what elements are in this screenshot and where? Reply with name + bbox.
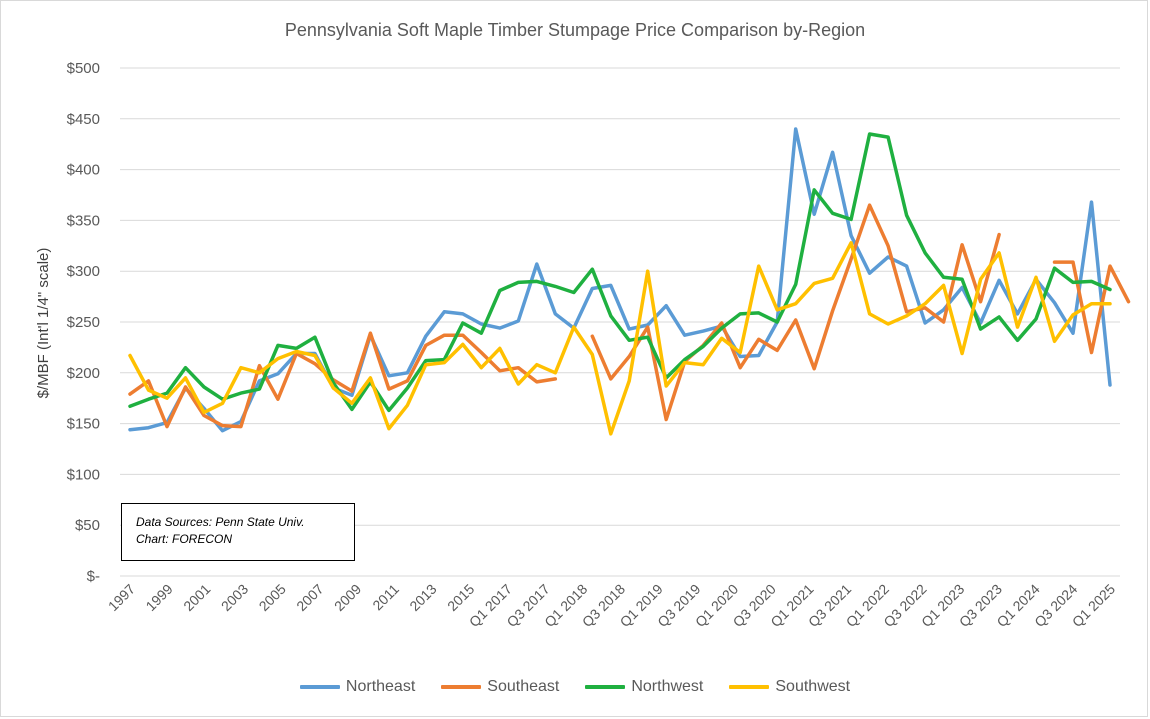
x-tick-label: 1997 xyxy=(105,581,138,614)
legend-swatch xyxy=(729,685,770,689)
y-tick-label: $500 xyxy=(67,60,100,77)
legend-swatch xyxy=(299,685,340,689)
y-tick-label: $250 xyxy=(67,314,100,331)
y-axis-ticks: $- $50 $100 $150 $200 $250 $300 $350 $400 $450 $50… xyxy=(67,60,100,585)
y-tick-label: $- xyxy=(87,568,100,585)
x-tick-label: 1999 xyxy=(142,581,175,614)
legend: Northeast Southeast Northwest Southwest xyxy=(0,678,1150,696)
legend-swatch xyxy=(441,685,482,689)
y-tick-label: $350 xyxy=(67,212,100,229)
note-line-chart: Chart: FORECON xyxy=(136,532,233,546)
series-lines xyxy=(128,127,1131,436)
series-line-southeast xyxy=(128,203,1131,429)
gridlines xyxy=(120,67,1120,577)
x-axis-ticks: 1997 1999 2001 2003 2005 2007 2009 2011 2013 2015… xyxy=(105,581,1118,630)
legend-label: Northeast xyxy=(345,678,416,695)
series-line-southwest xyxy=(128,241,1112,436)
legend-label: Northwest xyxy=(631,678,704,695)
legend-label: Southwest xyxy=(775,678,851,695)
y-tick-label: $100 xyxy=(67,466,100,483)
legend-item-northeast: Northeast xyxy=(299,678,416,696)
y-tick-label: $150 xyxy=(67,416,100,433)
y-tick-label: $50 xyxy=(75,517,100,534)
x-tick-label: 2001 xyxy=(180,581,213,614)
legend-item-southeast: Southeast xyxy=(441,678,559,696)
y-tick-label: $400 xyxy=(67,162,100,179)
x-tick-label: 2015 xyxy=(444,581,477,614)
x-tick-label: 2011 xyxy=(369,581,402,614)
note-line-sources: Data Sources: Penn State Univ. xyxy=(136,515,305,529)
y-tick-label: $300 xyxy=(67,263,100,280)
x-tick-label: 2009 xyxy=(331,581,364,614)
legend-item-northwest: Northwest xyxy=(585,678,703,696)
x-tick-label: 2003 xyxy=(218,581,251,614)
data-source-note: Data Sources: Penn State Univ. Chart: FO… xyxy=(121,503,355,561)
x-tick-label: 2005 xyxy=(256,581,289,614)
x-tick-label: 2007 xyxy=(293,581,326,614)
chart-title: Pennsylvania Soft Maple Timber Stumpage … xyxy=(284,20,866,40)
y-tick-label: $200 xyxy=(67,365,100,382)
series-line-northwest xyxy=(128,132,1112,413)
legend-label: Southeast xyxy=(487,678,560,695)
legend-item-southwest: Southwest xyxy=(729,678,850,696)
y-axis-label: $/MBF (Int'l 1/4" scale) xyxy=(35,248,52,399)
x-tick-label: 2013 xyxy=(406,581,439,614)
y-tick-label: $450 xyxy=(67,111,100,128)
legend-swatch xyxy=(585,685,626,689)
